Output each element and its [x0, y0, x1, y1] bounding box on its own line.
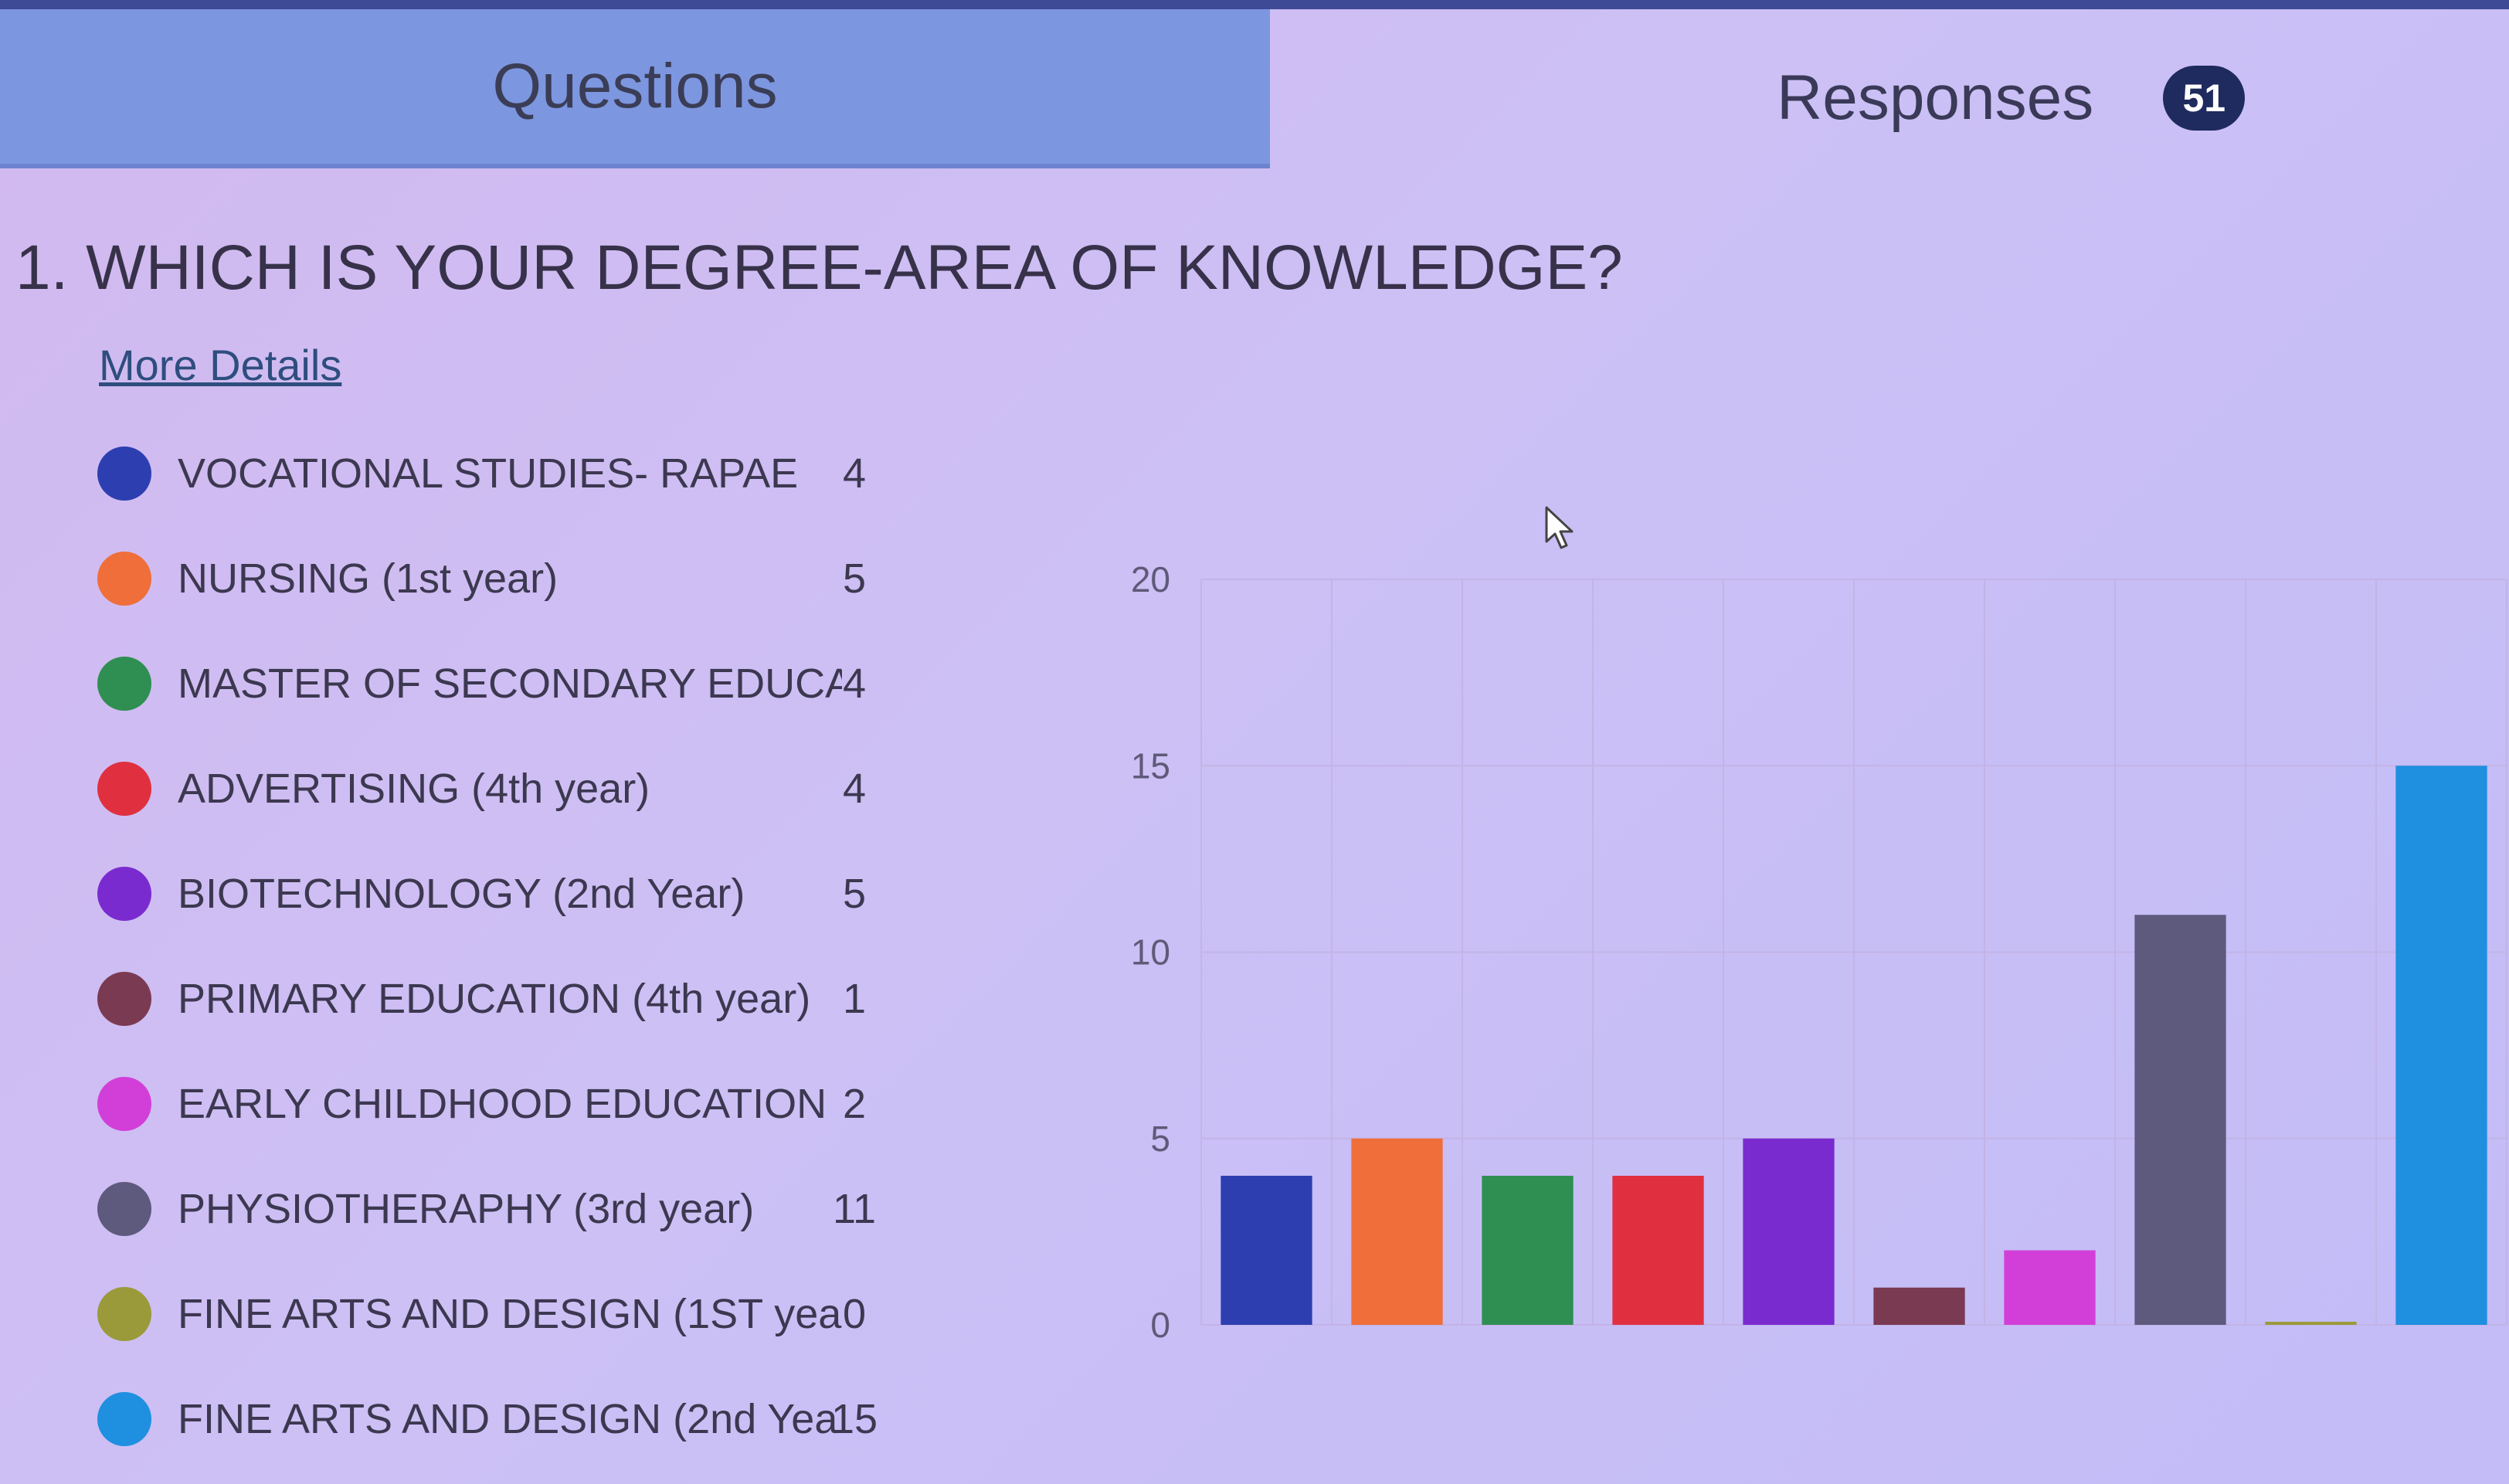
bar[interactable] — [2395, 766, 2487, 1325]
bar[interactable] — [1743, 1138, 1835, 1325]
question-title: 1. WHICH IS YOUR DEGREE-AREA OF KNOWLEDG… — [15, 233, 1623, 303]
tab-bar: Questions Responses 51 — [0, 9, 2509, 168]
tab-responses-label: Responses — [1777, 63, 2094, 133]
y-tick-label: 10 — [1131, 932, 1170, 973]
legend-color-dot — [97, 657, 151, 711]
legend-count: 0 — [842, 1291, 867, 1337]
legend-count: 5 — [842, 555, 867, 602]
responses-count-badge: 51 — [2163, 66, 2246, 131]
legend-item: VOCATIONAL STUDIES- RAPAE 4 — [97, 421, 901, 526]
legend-label: FINE ARTS AND DESIGN (1ST yea — [178, 1291, 842, 1337]
legend-label: EARLY CHILDHOOD EDUCATION — [178, 1081, 827, 1127]
legend-item: MASTER OF SECONDARY EDUCA 4 — [97, 631, 901, 736]
legend-count: 4 — [842, 766, 867, 812]
legend-color-dot — [97, 867, 151, 921]
legend-item: NURSING (1st year) 5 — [97, 526, 901, 631]
bar[interactable] — [1351, 1138, 1443, 1325]
legend-item: ADVERTISING (4th year) 4 — [97, 736, 901, 841]
legend-label: PHYSIOTHERAPHY (3rd year) — [178, 1186, 755, 1232]
legend-label: PRIMARY EDUCATION (4th year) — [178, 976, 811, 1022]
legend-count: 4 — [842, 450, 867, 497]
bar[interactable] — [2265, 1322, 2357, 1325]
bar[interactable] — [1612, 1176, 1704, 1325]
mouse-cursor-icon — [1545, 506, 1574, 549]
bar[interactable] — [1221, 1176, 1312, 1325]
legend-item: FINE ARTS AND DESIGN (2nd Yea 15 — [97, 1367, 901, 1472]
legend-count: 11 — [832, 1186, 877, 1232]
bar[interactable] — [2134, 915, 2226, 1325]
legend-item: PRIMARY EDUCATION (4th year) 1 — [97, 946, 901, 1051]
legend-count: 5 — [842, 871, 867, 917]
legend-item: PHYSIOTHERAPHY (3rd year) 11 — [97, 1156, 901, 1262]
legend-color-dot — [97, 1182, 151, 1236]
top-accent-line — [0, 0, 2509, 9]
bar[interactable] — [2004, 1250, 2096, 1326]
legend-item: FINE ARTS AND DESIGN (1ST yea 0 — [97, 1262, 901, 1367]
legend-color-dot — [97, 1077, 151, 1131]
more-details-link[interactable]: More Details — [99, 341, 342, 389]
bar[interactable] — [1482, 1176, 1574, 1325]
y-tick-label: 5 — [1150, 1119, 1170, 1159]
tab-questions[interactable]: Questions — [0, 9, 1270, 168]
legend-label: NURSING (1st year) — [178, 555, 558, 602]
legend: VOCATIONAL STUDIES- RAPAE 4 NURSING (1st y… — [97, 421, 901, 1472]
legend-count: 1 — [842, 976, 867, 1022]
legend-color-dot — [97, 1392, 151, 1446]
tab-responses[interactable]: Responses 51 — [1777, 48, 2246, 148]
legend-item: EARLY CHILDHOOD EDUCATION 2 — [97, 1051, 901, 1156]
legend-label: BIOTECHNOLOGY (2nd Year) — [178, 871, 745, 917]
y-tick-label: 20 — [1131, 559, 1170, 599]
legend-count: 15 — [830, 1396, 878, 1442]
legend-label: VOCATIONAL STUDIES- RAPAE — [178, 450, 799, 497]
legend-color-dot — [97, 447, 151, 501]
y-tick-label: 15 — [1131, 745, 1170, 786]
legend-label: ADVERTISING (4th year) — [178, 766, 650, 812]
legend-color-dot — [97, 552, 151, 606]
legend-label: MASTER OF SECONDARY EDUCA — [178, 660, 842, 707]
legend-count: 2 — [842, 1081, 867, 1127]
tab-questions-label: Questions — [492, 51, 778, 121]
legend-count: 4 — [842, 660, 867, 707]
legend-color-dot — [97, 762, 151, 816]
bar[interactable] — [1873, 1287, 1965, 1325]
legend-color-dot — [97, 1287, 151, 1341]
legend-item: BIOTECHNOLOGY (2nd Year) 5 — [97, 841, 901, 946]
legend-label: FINE ARTS AND DESIGN (2nd Yea — [178, 1396, 838, 1442]
bar-chart: 0 5 10 15 20 — [1131, 559, 2507, 1345]
legend-color-dot — [97, 972, 151, 1026]
y-tick-label: 0 — [1150, 1305, 1170, 1345]
